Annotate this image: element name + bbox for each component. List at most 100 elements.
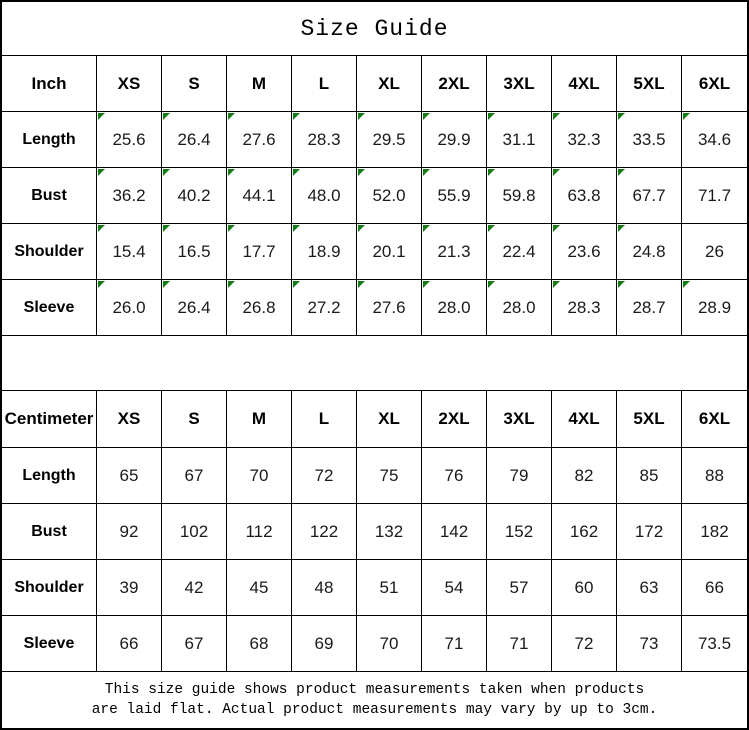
value-cell: 18.9 xyxy=(292,224,357,280)
value-cell: 182 xyxy=(682,504,747,560)
value-cell: 88 xyxy=(682,448,747,504)
value-cell: 25.6 xyxy=(97,112,162,168)
footnote-line-1: This size guide shows product measuremen… xyxy=(104,682,645,698)
size-col-header: 5XL xyxy=(617,56,682,112)
value-cell: 63 xyxy=(617,560,682,616)
value-cell: 67.7 xyxy=(617,168,682,224)
value-cell: 22.4 xyxy=(487,224,552,280)
value-cell: 102 xyxy=(162,504,227,560)
value-cell: 172 xyxy=(617,504,682,560)
value-cell: 29.5 xyxy=(357,112,422,168)
value-cell: 63.8 xyxy=(552,168,617,224)
table-row: Length 25.6 26.4 27.6 28.3 29.5 29.9 31.… xyxy=(2,112,747,168)
value-cell: 71 xyxy=(487,616,552,672)
value-cell: 36.2 xyxy=(97,168,162,224)
value-cell: 85 xyxy=(617,448,682,504)
value-cell: 59.8 xyxy=(487,168,552,224)
value-cell: 72 xyxy=(292,448,357,504)
value-cell: 73.5 xyxy=(682,616,747,672)
value-cell: 28.7 xyxy=(617,280,682,336)
centimeter-table: Centimeter XS S M L XL 2XL 3XL 4XL 5XL 6… xyxy=(2,391,747,672)
value-cell: 57 xyxy=(487,560,552,616)
size-col-header: 6XL xyxy=(682,56,747,112)
table-row: Shoulder 15.4 16.5 17.7 18.9 20.1 21.3 2… xyxy=(2,224,747,280)
row-label: Bust xyxy=(2,168,97,224)
value-cell: 52.0 xyxy=(357,168,422,224)
value-cell: 72 xyxy=(552,616,617,672)
value-cell: 122 xyxy=(292,504,357,560)
value-cell: 66 xyxy=(97,616,162,672)
size-col-header: 5XL xyxy=(617,391,682,448)
value-cell: 23.6 xyxy=(552,224,617,280)
value-cell: 73 xyxy=(617,616,682,672)
value-cell: 21.3 xyxy=(422,224,487,280)
row-label: Sleeve xyxy=(2,280,97,336)
size-col-header: M xyxy=(227,391,292,448)
value-cell: 70 xyxy=(227,448,292,504)
value-cell: 79 xyxy=(487,448,552,504)
spacer-band xyxy=(2,336,747,391)
value-cell: 48 xyxy=(292,560,357,616)
size-col-header: 3XL xyxy=(487,56,552,112)
size-col-header: 2XL xyxy=(422,56,487,112)
value-cell: 28.0 xyxy=(422,280,487,336)
table-row: Shoulder 39 42 45 48 51 54 57 60 63 66 xyxy=(2,560,747,616)
table-row: Sleeve 26.0 26.4 26.8 27.2 27.6 28.0 28.… xyxy=(2,280,747,336)
footnote: This size guide shows product measuremen… xyxy=(2,672,747,728)
value-cell: 20.1 xyxy=(357,224,422,280)
value-cell: 26.0 xyxy=(97,280,162,336)
value-cell: 32.3 xyxy=(552,112,617,168)
value-cell: 71.7 xyxy=(682,168,747,224)
inch-header-row: Inch XS S M L XL 2XL 3XL 4XL 5XL 6XL xyxy=(2,56,747,112)
size-col-header: S xyxy=(162,56,227,112)
value-cell: 70 xyxy=(357,616,422,672)
table-row: Sleeve 66 67 68 69 70 71 71 72 73 73.5 xyxy=(2,616,747,672)
value-cell: 26.4 xyxy=(162,112,227,168)
value-cell: 71 xyxy=(422,616,487,672)
value-cell: 27.2 xyxy=(292,280,357,336)
value-cell: 82 xyxy=(552,448,617,504)
value-cell: 67 xyxy=(162,616,227,672)
value-cell: 51 xyxy=(357,560,422,616)
value-cell: 31.1 xyxy=(487,112,552,168)
value-cell: 28.3 xyxy=(292,112,357,168)
value-cell: 69 xyxy=(292,616,357,672)
value-cell: 44.1 xyxy=(227,168,292,224)
value-cell: 152 xyxy=(487,504,552,560)
inch-table: Inch XS S M L XL 2XL 3XL 4XL 5XL 6XL Len… xyxy=(2,56,747,336)
value-cell: 24.8 xyxy=(617,224,682,280)
size-col-header: XL xyxy=(357,391,422,448)
row-label: Length xyxy=(2,448,97,504)
size-col-header: S xyxy=(162,391,227,448)
value-cell: 15.4 xyxy=(97,224,162,280)
value-cell: 26.4 xyxy=(162,280,227,336)
value-cell: 16.5 xyxy=(162,224,227,280)
centimeter-header-row: Centimeter XS S M L XL 2XL 3XL 4XL 5XL 6… xyxy=(2,391,747,448)
size-col-header: XS xyxy=(97,56,162,112)
row-label: Sleeve xyxy=(2,616,97,672)
value-cell: 28.3 xyxy=(552,280,617,336)
value-cell: 28.9 xyxy=(682,280,747,336)
unit-label-centimeter: Centimeter xyxy=(2,391,97,448)
value-cell: 112 xyxy=(227,504,292,560)
value-cell: 28.0 xyxy=(487,280,552,336)
row-label: Shoulder xyxy=(2,224,97,280)
value-cell: 132 xyxy=(357,504,422,560)
size-col-header: 4XL xyxy=(552,391,617,448)
size-col-header: XS xyxy=(97,391,162,448)
value-cell: 27.6 xyxy=(357,280,422,336)
row-label: Bust xyxy=(2,504,97,560)
table-row: Bust 92 102 112 122 132 142 152 162 172 … xyxy=(2,504,747,560)
value-cell: 66 xyxy=(682,560,747,616)
value-cell: 34.6 xyxy=(682,112,747,168)
value-cell: 17.7 xyxy=(227,224,292,280)
value-cell: 27.6 xyxy=(227,112,292,168)
size-col-header: 2XL xyxy=(422,391,487,448)
value-cell: 26 xyxy=(682,224,747,280)
size-col-header: 3XL xyxy=(487,391,552,448)
size-col-header: M xyxy=(227,56,292,112)
value-cell: 68 xyxy=(227,616,292,672)
value-cell: 65 xyxy=(97,448,162,504)
value-cell: 142 xyxy=(422,504,487,560)
